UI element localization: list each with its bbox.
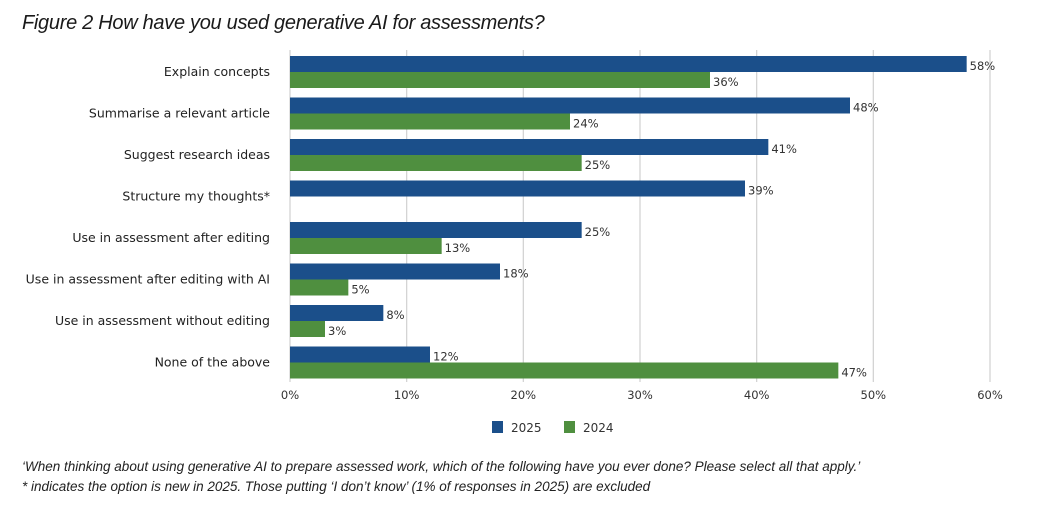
value-label: 13%	[445, 241, 471, 255]
value-label: 48%	[853, 101, 879, 115]
category-label: Use in assessment after editing	[72, 230, 270, 245]
category-labels: Explain concepts Summarise a relevant art…	[26, 64, 271, 370]
bar-2025	[290, 97, 850, 114]
bar-2025	[290, 263, 500, 280]
value-label: 39%	[748, 184, 774, 198]
bar-2025	[290, 222, 582, 238]
value-label: 3%	[328, 324, 346, 338]
value-label: 58%	[970, 59, 996, 73]
value-label: 24%	[573, 117, 599, 131]
legend-label: 2025	[511, 421, 542, 435]
category-label: Use in assessment without editing	[55, 313, 270, 328]
category-label: Structure my thoughts*	[122, 189, 270, 204]
bar-2025	[290, 56, 967, 72]
bar-2024	[290, 113, 570, 130]
value-label: 25%	[585, 225, 611, 239]
bar-2025	[290, 139, 769, 155]
bar-2025	[290, 346, 430, 363]
bar-2024	[290, 279, 349, 296]
value-labels: 58% 36% 48% 24% 41% 25% 39% 25% 13% 18% 5% 8% 3% 12% 4…	[328, 59, 995, 380]
bar-2024	[290, 362, 839, 379]
x-tick-label: 10%	[394, 388, 420, 402]
legend-swatch-2024	[564, 421, 575, 433]
value-label: 5%	[351, 283, 369, 297]
bars	[290, 56, 967, 379]
category-label: Summarise a relevant article	[89, 106, 270, 121]
value-label: 36%	[713, 75, 739, 89]
category-label: Suggest research ideas	[124, 147, 270, 162]
legend: 2025 2024	[492, 421, 614, 435]
bar-2024	[290, 72, 710, 88]
footnote-question: ‘When thinking about using generative AI…	[22, 459, 861, 474]
legend-label: 2024	[583, 421, 614, 435]
x-tick-label: 40%	[744, 388, 770, 402]
bar-2025	[290, 180, 745, 197]
value-label: 18%	[503, 267, 529, 281]
category-label: Explain concepts	[164, 64, 270, 79]
x-tick-label: 20%	[511, 388, 537, 402]
x-tick-label: 30%	[627, 388, 653, 402]
legend-swatch-2025	[492, 421, 503, 433]
category-label: Use in assessment after editing with AI	[26, 272, 270, 287]
bar-2025	[290, 305, 384, 321]
x-tick-label: 60%	[977, 388, 1003, 402]
value-label: 12%	[433, 350, 459, 364]
bar-2024	[290, 238, 442, 254]
x-tick-label: 0%	[281, 388, 299, 402]
value-label: 8%	[386, 308, 404, 322]
x-tick-label: 50%	[861, 388, 887, 402]
footnote-exclusions: * indicates the option is new in 2025. T…	[22, 479, 651, 494]
bar-2024	[290, 155, 582, 171]
chart-title: Figure 2 How have you used generative AI…	[22, 12, 545, 34]
value-label: 25%	[585, 158, 611, 172]
value-label: 41%	[771, 142, 797, 156]
value-label: 47%	[841, 366, 867, 380]
category-label: None of the above	[155, 355, 271, 370]
x-axis-ticks: 0% 10% 20% 30% 40% 50% 60%	[281, 388, 1003, 402]
bar-2024	[290, 321, 325, 337]
